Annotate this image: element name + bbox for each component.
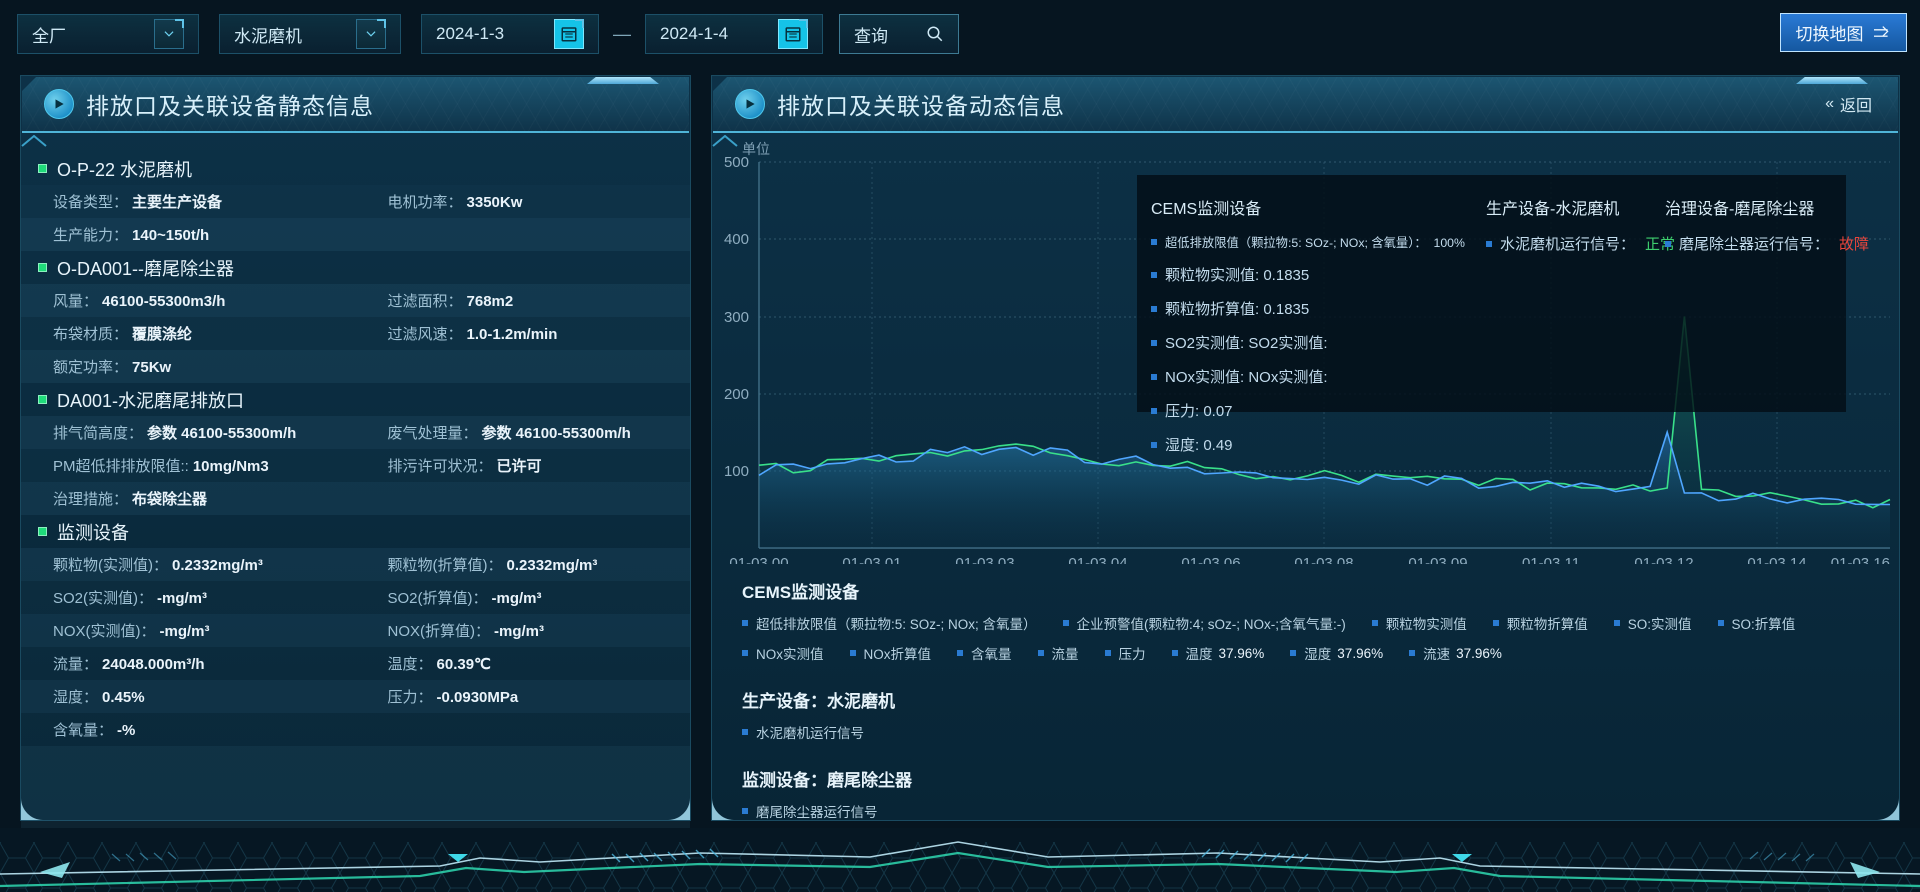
svg-text:01-03 00: 01-03 00 <box>729 555 788 564</box>
svg-text:100: 100 <box>724 463 749 480</box>
svg-text:200: 200 <box>724 386 749 403</box>
svg-text:01-03 12: 01-03 12 <box>1634 555 1693 564</box>
svg-text:300: 300 <box>724 309 749 326</box>
svg-text:01-03 09: 01-03 09 <box>1408 555 1467 564</box>
svg-text:01-03 06: 01-03 06 <box>1181 555 1240 564</box>
svg-text:01-03 01: 01-03 01 <box>842 555 901 564</box>
svg-text:01-03 11: 01-03 11 <box>1522 555 1580 564</box>
svg-text:01-03 08: 01-03 08 <box>1294 555 1353 564</box>
svg-text:01-03 14: 01-03 14 <box>1747 555 1806 564</box>
svg-text:500: 500 <box>724 154 749 171</box>
svg-text:01-03 03: 01-03 03 <box>955 555 1014 564</box>
svg-text:400: 400 <box>724 231 749 248</box>
svg-text:01-03 16: 01-03 16 <box>1831 555 1890 564</box>
svg-text:01-03 04: 01-03 04 <box>1068 555 1127 564</box>
